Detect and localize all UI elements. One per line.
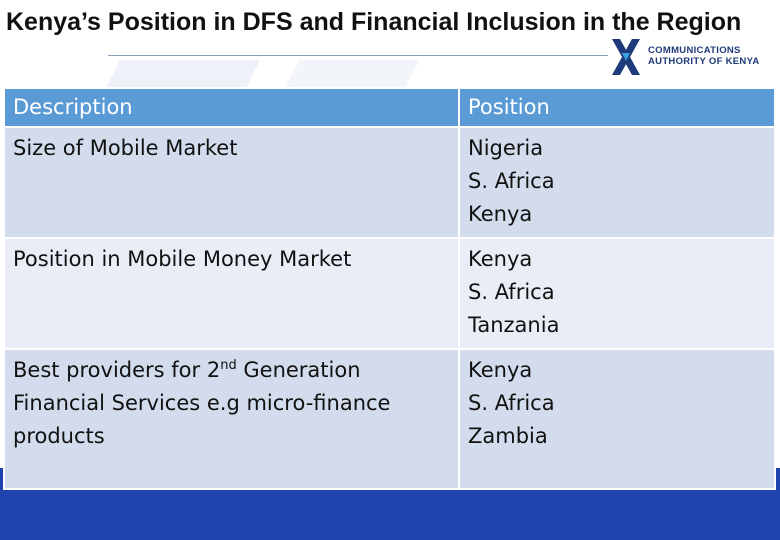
position-item: Kenya xyxy=(468,247,533,271)
position-item: Kenya xyxy=(468,358,533,382)
description-text: Generation Financial Services e.g micro-… xyxy=(13,358,391,448)
row-positions: Kenya S. Africa Tanzania xyxy=(458,237,776,350)
x-mark-icon xyxy=(612,39,640,75)
row-description: Best providers for 2nd Generation Financ… xyxy=(3,348,460,490)
position-item: Nigeria xyxy=(468,136,544,160)
position-item: S. Africa xyxy=(468,169,555,193)
position-item: Kenya xyxy=(468,202,533,226)
row-description: Size of Mobile Market xyxy=(3,126,460,239)
header-description: Description xyxy=(3,87,460,128)
ordinal-suffix: nd xyxy=(220,358,237,373)
row-positions: Kenya S. Africa Zambia xyxy=(458,348,776,490)
slide-title: Kenya’s Position in DFS and Financial In… xyxy=(6,8,742,36)
header-position: Position xyxy=(458,87,776,128)
position-item: S. Africa xyxy=(468,280,555,304)
logo-line-2: AUTHORITY OF KENYA xyxy=(648,56,760,67)
position-item: Zambia xyxy=(468,424,548,448)
communications-authority-logo: COMMUNICATIONS AUTHORITY OF KENYA xyxy=(610,37,770,77)
position-item: S. Africa xyxy=(468,391,555,415)
title-divider xyxy=(108,55,608,56)
row-description: Position in Mobile Money Market xyxy=(3,237,460,350)
table-row: Position in Mobile Money Market Kenya S.… xyxy=(3,237,776,350)
description-text: Best providers for 2 xyxy=(13,358,221,382)
logo-line-1: COMMUNICATIONS xyxy=(648,45,741,56)
table-row: Size of Mobile Market Nigeria S. Africa … xyxy=(3,126,776,239)
dfs-position-table: Description Position Size of Mobile Mark… xyxy=(3,87,776,490)
logo-text: COMMUNICATIONS AUTHORITY OF KENYA xyxy=(648,45,760,67)
table-header-row: Description Position xyxy=(3,87,776,128)
row-positions: Nigeria S. Africa Kenya xyxy=(458,126,776,239)
position-item: Tanzania xyxy=(468,313,560,337)
table-row: Best providers for 2nd Generation Financ… xyxy=(3,348,776,490)
